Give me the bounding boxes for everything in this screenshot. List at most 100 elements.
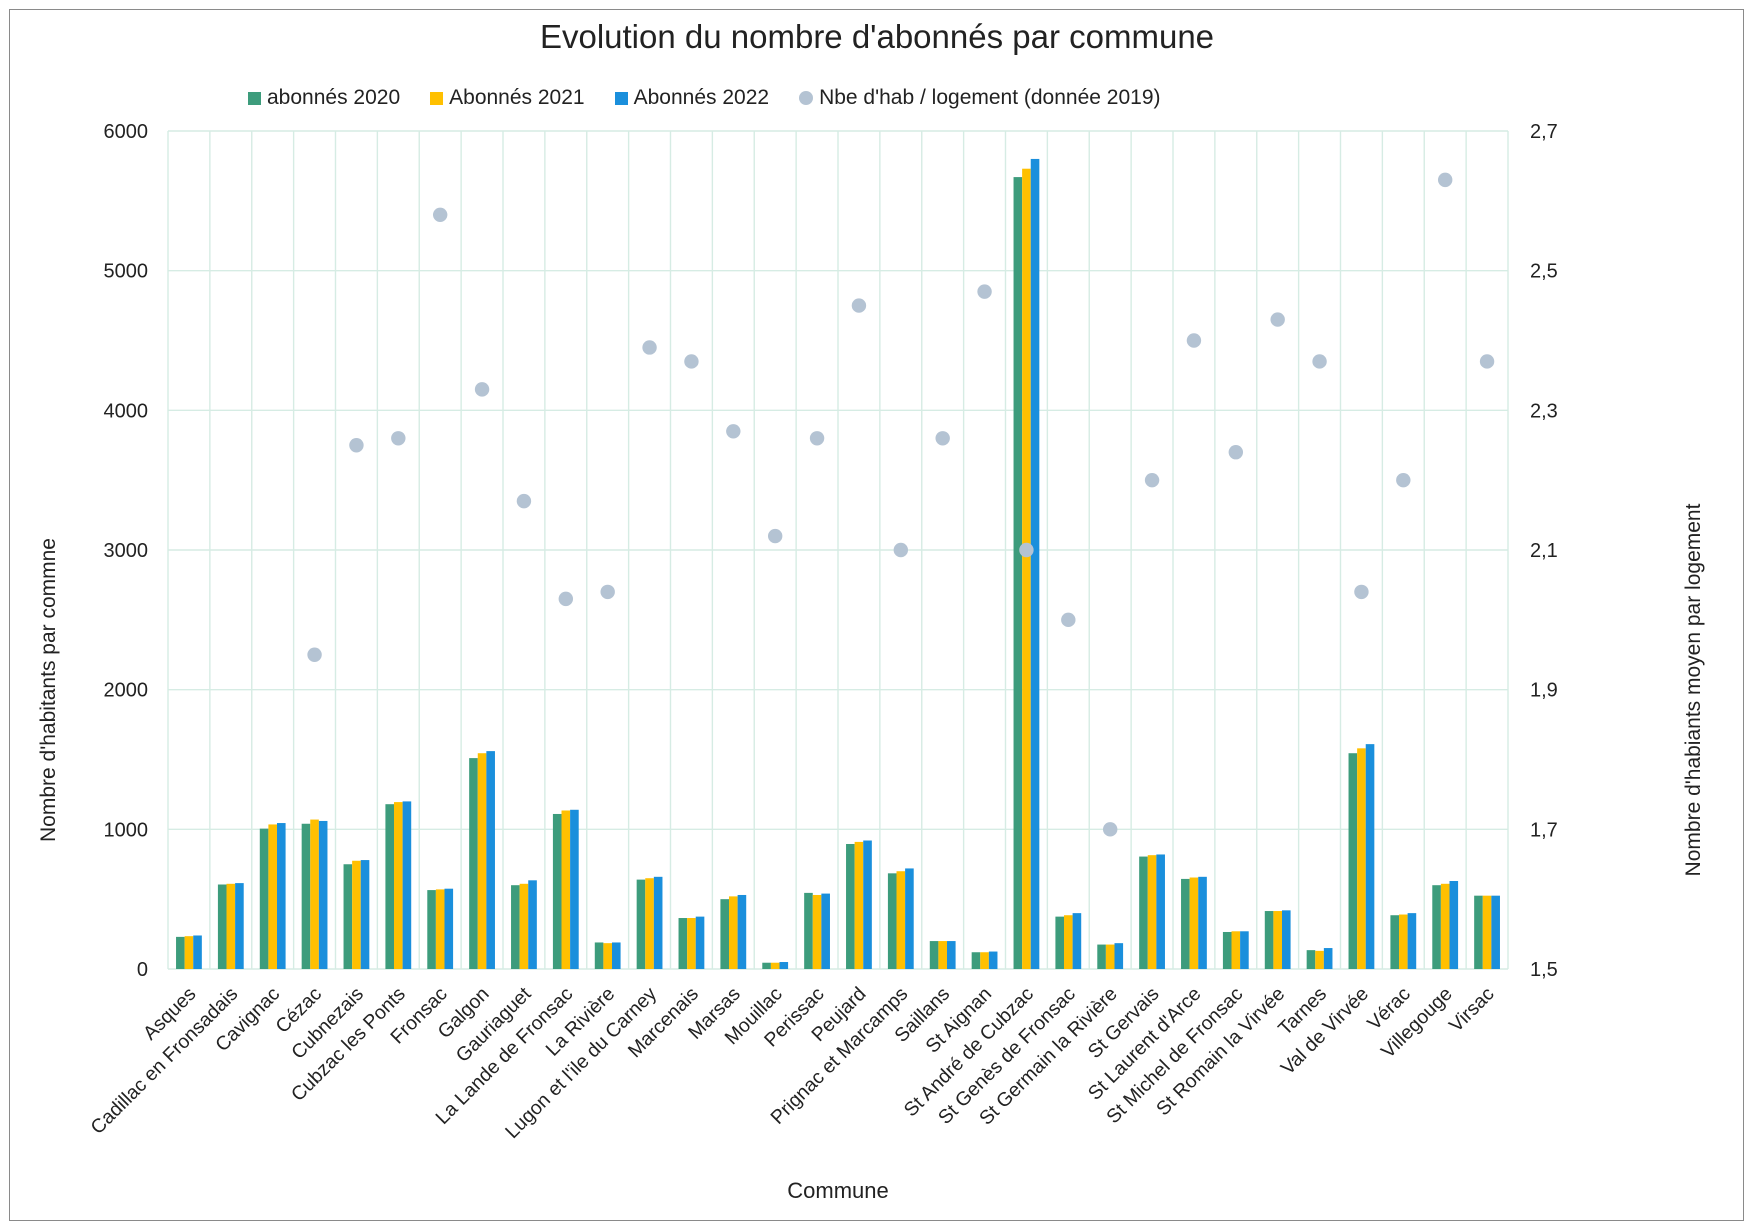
bar-2021: [1147, 855, 1157, 969]
bar-2022: [1072, 913, 1082, 969]
bar-2020: [1181, 878, 1190, 969]
bar-2022: [486, 751, 495, 969]
bar-2022: [695, 916, 705, 969]
bar-2020: [511, 885, 520, 969]
scatter-point-hab-logement: [935, 431, 950, 446]
chart-frame: [9, 9, 1744, 1221]
legend-swatch-2020: [248, 91, 261, 105]
bar-2022: [1240, 931, 1249, 969]
scatter-point-hab-logement: [1354, 584, 1369, 600]
bar-2021: [226, 883, 236, 969]
bar-2021: [268, 824, 277, 969]
bar-2021: [687, 918, 696, 969]
bar-2022: [863, 840, 872, 969]
scatter-point-hab-logement: [516, 493, 532, 509]
scatter-point-hab-logement: [1396, 472, 1411, 488]
bar-2022: [235, 883, 244, 969]
bar-2021: [1399, 914, 1408, 969]
y-tick-label: 2000: [104, 680, 149, 702]
bar-2021: [394, 802, 403, 969]
y2-tick-label: 1,7: [1530, 819, 1558, 841]
bar-2020: [1348, 753, 1358, 969]
bar-2022: [402, 801, 412, 969]
scatter-point-hab-logement: [1479, 354, 1495, 369]
bar-2021: [435, 889, 445, 969]
x-axis-label: Commune: [787, 1178, 888, 1203]
y-axis-right-ticks: 1,5 1,7 1,9 2,1 2,3 2,5 2,7: [1530, 121, 1558, 981]
scatter-point-hab-logement: [391, 431, 406, 446]
bar-2021: [477, 753, 487, 969]
scatter-point-hab-logement: [474, 382, 490, 397]
bar-2021: [1022, 168, 1031, 969]
y-axis-left-ticks: 0 1000 2000 3000 4000 5000 6000: [104, 121, 149, 981]
dots-layer: [307, 172, 1495, 837]
legend-label-2020: abonnés 2020: [267, 86, 401, 109]
bar-2022: [193, 935, 202, 969]
bar-2021: [729, 896, 738, 969]
bar-2022: [1491, 895, 1500, 969]
bar-2022: [1449, 881, 1459, 969]
scatter-point-hab-logement: [1270, 312, 1285, 327]
bar-2020: [301, 823, 311, 969]
bar-2020: [176, 936, 185, 969]
bar-2020: [259, 828, 269, 969]
bar-2020: [887, 873, 897, 969]
scatter-point-hab-logement: [684, 354, 699, 369]
bar-2021: [310, 819, 319, 969]
bar-2021: [1189, 877, 1199, 969]
scatter-point-hab-logement: [1144, 472, 1160, 488]
scatter-point-hab-logement: [1102, 822, 1118, 837]
bar-2022: [905, 868, 914, 969]
bar-2020: [343, 864, 353, 969]
bar-2021: [561, 810, 571, 969]
bar-2021: [519, 883, 529, 969]
y-tick-label: 5000: [104, 261, 149, 283]
bar-2021: [1482, 895, 1492, 969]
scatter-point-hab-logement: [432, 207, 448, 222]
bar-2021: [1064, 915, 1073, 969]
bar-2020: [1055, 916, 1065, 969]
bar-2022: [276, 823, 286, 969]
bar-2022: [737, 894, 747, 969]
scatter-point-hab-logement: [1437, 172, 1453, 188]
bar-2022: [1156, 854, 1165, 969]
y2-tick-label: 2,1: [1530, 540, 1558, 562]
bar-2022: [1323, 948, 1333, 969]
bar-2020: [804, 892, 813, 969]
bar-2020: [1097, 944, 1106, 969]
y2-tick-label: 2,7: [1530, 121, 1558, 143]
bar-2021: [1357, 748, 1366, 969]
bar-2022: [988, 951, 998, 969]
bar-2020: [678, 918, 688, 969]
bar-2020: [1474, 895, 1483, 969]
bar-2021: [770, 962, 780, 969]
bar-2020: [929, 941, 939, 969]
bar-2022: [611, 942, 621, 969]
bar-2020: [1432, 885, 1441, 969]
bar-2020: [552, 813, 562, 969]
legend-swatch-2022: [614, 91, 628, 105]
bar-2021: [896, 871, 906, 969]
y-tick-label: 6000: [104, 121, 149, 143]
bar-2020: [217, 884, 227, 969]
legend-label-2022: Abonnés 2022: [633, 86, 770, 109]
bar-2020: [636, 879, 646, 969]
scatter-point-hab-logement: [600, 584, 615, 600]
scatter-point-hab-logement: [642, 340, 657, 355]
bar-2020: [971, 952, 981, 969]
bar-2022: [528, 880, 537, 969]
y-tick-label: 4000: [104, 400, 149, 422]
bar-2020: [427, 890, 436, 969]
legend-swatch-2021: [430, 91, 444, 105]
bar-2020: [762, 962, 771, 969]
bar-2021: [603, 943, 612, 969]
y2-tick-label: 1,5: [1530, 959, 1558, 981]
grid-layer: [167, 130, 1509, 970]
scatter-point-hab-logement: [1228, 445, 1244, 460]
scatter-point-hab-logement: [307, 647, 322, 662]
bar-2022: [1407, 913, 1417, 969]
legend-swatch-hab-logement: [799, 91, 814, 105]
bar-2020: [385, 804, 395, 969]
